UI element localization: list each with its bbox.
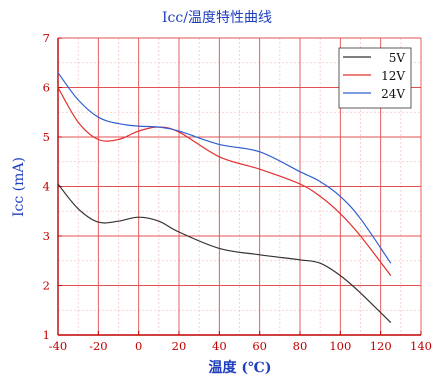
y-tick-label: 6 xyxy=(43,81,50,95)
series-lines xyxy=(57,72,392,324)
y-tick-label: 5 xyxy=(43,130,50,144)
x-tick-label: 0 xyxy=(135,339,142,353)
x-tick-label: 140 xyxy=(410,339,432,353)
x-tick-label: 100 xyxy=(329,339,351,353)
y-tick-label: 4 xyxy=(43,180,50,194)
legend-label: 5V xyxy=(389,51,406,65)
legend-label: 24V xyxy=(381,87,405,101)
series-line-24v xyxy=(57,72,392,264)
series-line-12v xyxy=(57,87,392,276)
y-tick-label: 3 xyxy=(43,229,50,243)
x-tick-label: 80 xyxy=(293,339,308,353)
chart-title: Icc/温度特性曲线 xyxy=(162,10,272,26)
y-tick-label: 2 xyxy=(43,279,50,293)
legend: 5V 12V 24V xyxy=(338,47,412,109)
x-tick-label: 60 xyxy=(252,339,267,353)
y-tick-label: 1 xyxy=(43,328,50,342)
legend-box xyxy=(338,47,412,109)
y-axis-label: Icc (mA) xyxy=(11,157,27,217)
x-tick-label: -40 xyxy=(49,339,68,353)
x-tick-label: 40 xyxy=(212,339,227,353)
series-line-5v xyxy=(57,183,392,324)
x-axis-label: 温度 (℃) xyxy=(209,359,272,376)
x-tick-label: 120 xyxy=(370,339,392,353)
legend-label: 12V xyxy=(381,69,405,83)
y-tick-label: 7 xyxy=(43,31,50,45)
x-tick-label: -20 xyxy=(89,339,108,353)
tick-labels: -40 -20 0 20 40 60 80 100 120 140 1 2 3 4 5 6 7 xyxy=(43,31,432,353)
x-tick-label: 20 xyxy=(172,339,187,353)
